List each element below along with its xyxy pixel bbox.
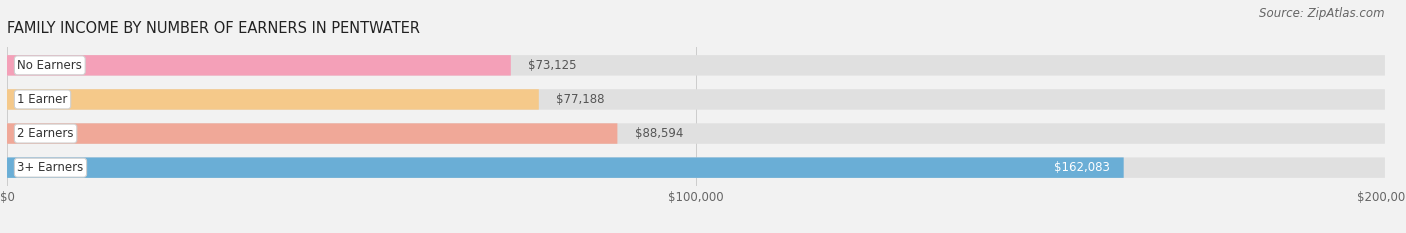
Text: No Earners: No Earners bbox=[17, 59, 82, 72]
FancyBboxPatch shape bbox=[7, 123, 1385, 144]
FancyBboxPatch shape bbox=[7, 89, 538, 110]
FancyBboxPatch shape bbox=[7, 55, 510, 75]
Text: $73,125: $73,125 bbox=[529, 59, 576, 72]
Text: $88,594: $88,594 bbox=[634, 127, 683, 140]
Text: 1 Earner: 1 Earner bbox=[17, 93, 67, 106]
Text: Source: ZipAtlas.com: Source: ZipAtlas.com bbox=[1260, 7, 1385, 20]
Text: 3+ Earners: 3+ Earners bbox=[17, 161, 83, 174]
FancyBboxPatch shape bbox=[7, 158, 1385, 178]
Text: FAMILY INCOME BY NUMBER OF EARNERS IN PENTWATER: FAMILY INCOME BY NUMBER OF EARNERS IN PE… bbox=[7, 21, 420, 36]
Text: $162,083: $162,083 bbox=[1054, 161, 1109, 174]
FancyBboxPatch shape bbox=[7, 55, 1385, 75]
Text: 2 Earners: 2 Earners bbox=[17, 127, 75, 140]
FancyBboxPatch shape bbox=[7, 158, 1123, 178]
FancyBboxPatch shape bbox=[7, 123, 617, 144]
FancyBboxPatch shape bbox=[7, 89, 1385, 110]
Text: $77,188: $77,188 bbox=[555, 93, 605, 106]
